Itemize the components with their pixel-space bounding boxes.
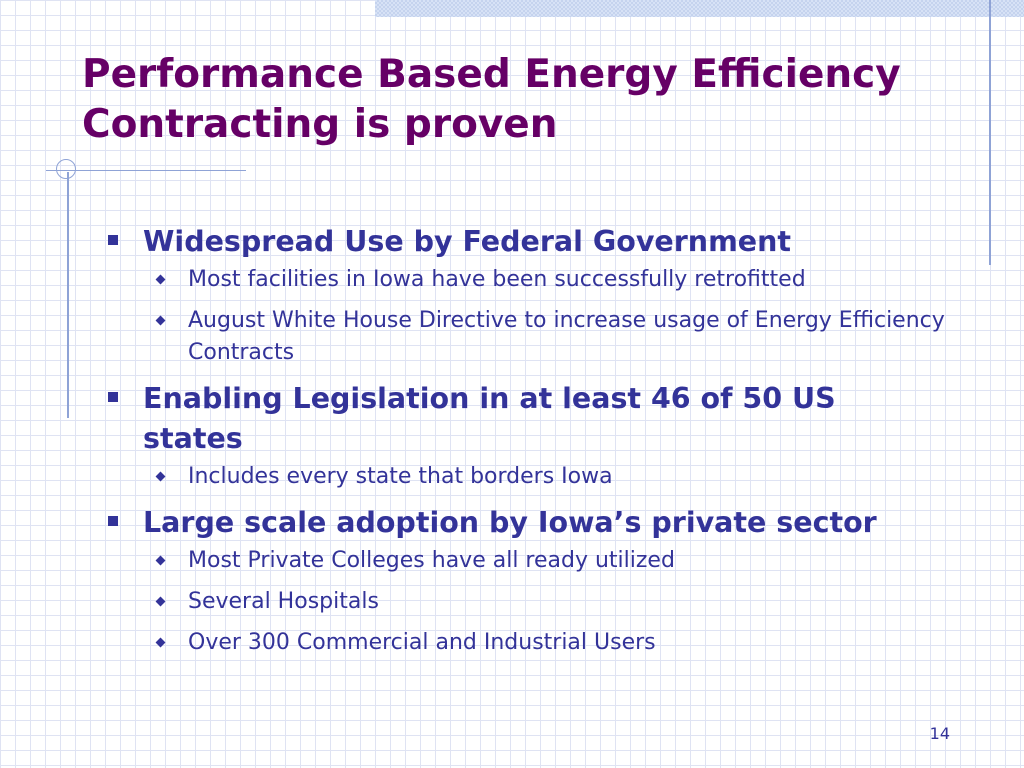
diamond-bullet-icon xyxy=(155,471,166,482)
sub-bullet-hospitals: Several Hospitals xyxy=(105,586,945,618)
bullet-list: Widespread Use by Federal Government Mos… xyxy=(105,222,945,659)
crosshair-circle-icon xyxy=(56,159,76,179)
bullet-private-sector-text: Large scale adoption by Iowa’s private s… xyxy=(143,506,877,539)
sub-bullet-bordering-states: Includes every state that borders Iowa xyxy=(105,461,945,493)
top-decorative-band xyxy=(375,0,1024,17)
sub-bullet-text: Most facilities in Iowa have been succes… xyxy=(188,267,806,292)
diamond-bullet-icon xyxy=(155,596,166,607)
sub-bullet-text: Several Hospitals xyxy=(188,589,379,614)
diamond-bullet-icon xyxy=(155,637,166,648)
slide-title-line2: Contracting is proven xyxy=(82,102,558,147)
bullet-federal-text: Widespread Use by Federal Government xyxy=(143,225,792,258)
sub-bullet-private-colleges: Most Private Colleges have all ready uti… xyxy=(105,545,945,577)
diamond-bullet-icon xyxy=(155,274,166,285)
square-bullet-icon xyxy=(108,235,118,245)
title-underline xyxy=(46,170,246,171)
sub-bullet-text: Over 300 Commercial and Industrial Users xyxy=(188,630,656,655)
bullet-legislation-text: Enabling Legislation in at least 46 of 5… xyxy=(143,382,836,455)
sub-bullet-white-house-directive: August White House Directive to increase… xyxy=(105,305,945,369)
sub-bullet-iowa-retrofitted: Most facilities in Iowa have been succes… xyxy=(105,264,945,296)
right-accent-line xyxy=(989,0,991,265)
sub-bullet-commercial-industrial: Over 300 Commercial and Industrial Users xyxy=(105,627,945,659)
bullet-private-sector: Large scale adoption by Iowa’s private s… xyxy=(105,503,945,543)
slide-title-line1: Performance Based Energy Efficiency xyxy=(82,52,901,97)
left-accent-line xyxy=(67,172,69,418)
sub-bullet-text: August White House Directive to increase… xyxy=(188,308,945,365)
sub-bullet-text: Most Private Colleges have all ready uti… xyxy=(188,548,675,573)
bullet-legislation: Enabling Legislation in at least 46 of 5… xyxy=(105,379,945,459)
bullet-federal: Widespread Use by Federal Government xyxy=(105,222,945,262)
square-bullet-icon xyxy=(108,516,118,526)
sub-bullet-text: Includes every state that borders Iowa xyxy=(188,464,613,489)
page-number: 14 xyxy=(929,724,950,743)
diamond-bullet-icon xyxy=(155,555,166,566)
diamond-bullet-icon xyxy=(155,315,166,326)
slide-title: Performance Based Energy Efficiency Cont… xyxy=(82,50,982,150)
square-bullet-icon xyxy=(108,392,118,402)
